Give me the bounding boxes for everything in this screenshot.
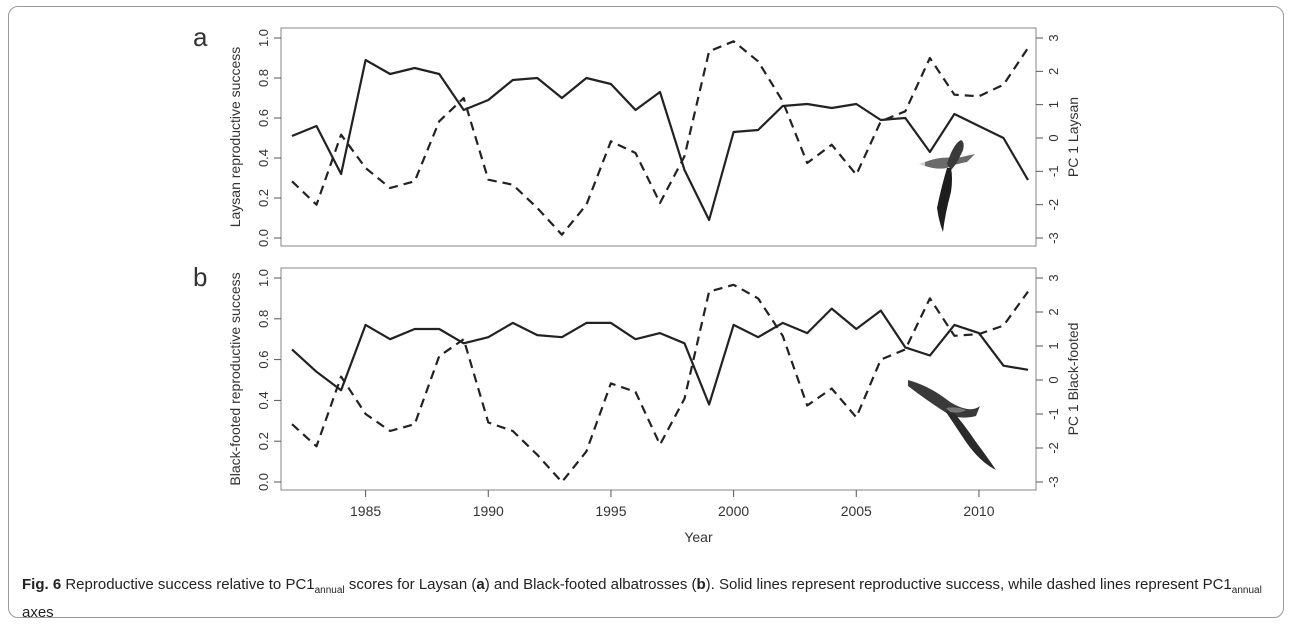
panel-a: a 0.0 0.2 0.4 0.6 0.8 1.0 -3 -2 -1 0 1 2 3 Laysan repr… — [193, 22, 1081, 247]
caption-bold-b: b — [696, 576, 706, 593]
caption-text-1: Reproductive success relative to PC1 — [61, 576, 315, 593]
y-tick-label-left: 1.0 — [256, 29, 271, 47]
figure-frame — [8, 6, 1284, 618]
y-tick-label-right: 2 — [1046, 68, 1061, 75]
y-tick-label-left: 0.6 — [256, 109, 271, 127]
y-tick-label-left: 0.2 — [256, 432, 271, 450]
caption-text-5: axes — [22, 604, 54, 621]
y-tick-label-right: 3 — [1046, 34, 1061, 41]
y-tick-label-right: 2 — [1046, 308, 1061, 315]
y-tick-label-left: 0.8 — [256, 310, 271, 328]
y-tick-label-right: -1 — [1046, 166, 1061, 178]
y-tick-label-left: 0.8 — [256, 69, 271, 87]
x-tick-label: 1995 — [595, 503, 626, 519]
panel-label: a — [193, 22, 208, 52]
plot-box — [280, 267, 1037, 491]
caption-text-2: scores for Laysan ( — [344, 576, 477, 593]
x-tick-label: 2000 — [718, 503, 749, 519]
wing-shape — [947, 140, 964, 170]
y-tick-label-left: 0.0 — [256, 229, 271, 247]
y-tick-label-left: 0.4 — [256, 149, 271, 167]
y-tick-label-right: -1 — [1046, 408, 1061, 420]
black-footed-albatross-icon — [908, 380, 996, 470]
panel-label: b — [193, 262, 207, 292]
caption-sub-1: annual — [314, 585, 345, 596]
caption-sub-2: annual — [1231, 585, 1262, 596]
y-tick-label-left: 1.0 — [256, 269, 271, 287]
caption-text-3: ) and Black-footed albatrosses ( — [484, 576, 697, 593]
y-tick-label-right: 1 — [1046, 342, 1061, 349]
body-shape — [946, 407, 966, 413]
figure-caption: Fig. 6 Reproductive success relative to … — [22, 574, 1272, 624]
y-axis-label-right: PC 1 Black-footed — [1065, 323, 1081, 436]
laysan-albatross-icon — [919, 140, 975, 232]
x-tick-label: 1985 — [350, 503, 381, 519]
reproductive-success-line — [291, 58, 1029, 222]
x-tick-label: 2010 — [963, 503, 994, 519]
y-axis-label-left: Black-footed reproductive success — [227, 272, 243, 485]
beak-shape — [919, 162, 925, 166]
y-tick-label-left: 0.0 — [256, 473, 271, 491]
y-tick-label-right: 3 — [1046, 274, 1061, 281]
wing-shape — [937, 168, 952, 232]
caption-text-4: ). Solid lines represent reproductive su… — [705, 576, 1232, 593]
plot-box — [280, 27, 1037, 247]
y-tick-label-right: 0 — [1046, 376, 1061, 383]
figure-chart: a 0.0 0.2 0.4 0.6 0.8 1.0 -3 -2 -1 0 1 2 3 Laysan repr… — [193, 22, 1081, 545]
y-tick-label-left: 0.2 — [256, 189, 271, 207]
wing-shape — [946, 408, 996, 470]
y-tick-label-right: -2 — [1046, 199, 1061, 211]
y-tick-label-left: 0.6 — [256, 351, 271, 369]
x-axis-label: Year — [684, 529, 713, 545]
y-tick-label-left: 0.4 — [256, 391, 271, 409]
figure-label: Fig. 6 — [22, 576, 62, 593]
x-tick-label: 1990 — [473, 503, 504, 519]
x-tick-label: 2005 — [841, 503, 872, 519]
y-tick-label-right: 0 — [1046, 134, 1061, 141]
panel-b: b 0.0 0.2 0.4 0.6 0.8 1.0 -3 -2 -1 0 1 2 3 Black-foote… — [193, 262, 1081, 545]
y-tick-label-right: -3 — [1046, 476, 1061, 488]
reproductive-success-line — [291, 307, 1029, 406]
y-axis-label-left: Laysan reproductive success — [227, 47, 243, 228]
y-axis-label-right: PC 1 Laysan — [1065, 97, 1081, 177]
y-tick-label-right: 1 — [1046, 101, 1061, 108]
y-tick-label-right: -3 — [1046, 232, 1061, 244]
pc1-dashed-line — [291, 40, 1029, 236]
caption-bold-a: a — [476, 576, 485, 593]
y-tick-label-right: -2 — [1046, 442, 1061, 454]
wing-shape — [908, 380, 980, 418]
